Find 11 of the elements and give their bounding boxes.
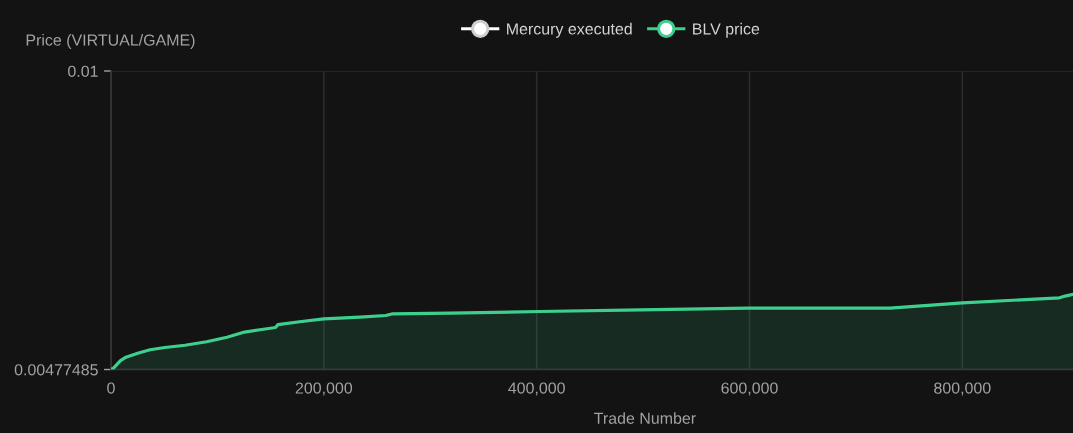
- legend-label: BLV price: [693, 22, 760, 38]
- x-axis-title: Trade Number: [594, 412, 696, 424]
- x-tick-label: 600,000: [721, 382, 778, 396]
- x-tick-label: 200,000: [295, 382, 353, 396]
- x-tick-label: 400,000: [508, 382, 565, 396]
- y-tick-label: 0.00477485: [14, 364, 98, 376]
- y-tick-label: 0.01: [68, 65, 98, 77]
- y-axis-title: Price (VIRTUAL/GAME): [26, 34, 195, 49]
- x-tick-label: 0: [107, 382, 115, 394]
- legend-label: Mercury executed: [507, 22, 632, 38]
- x-tick-label: 800,000: [934, 382, 991, 396]
